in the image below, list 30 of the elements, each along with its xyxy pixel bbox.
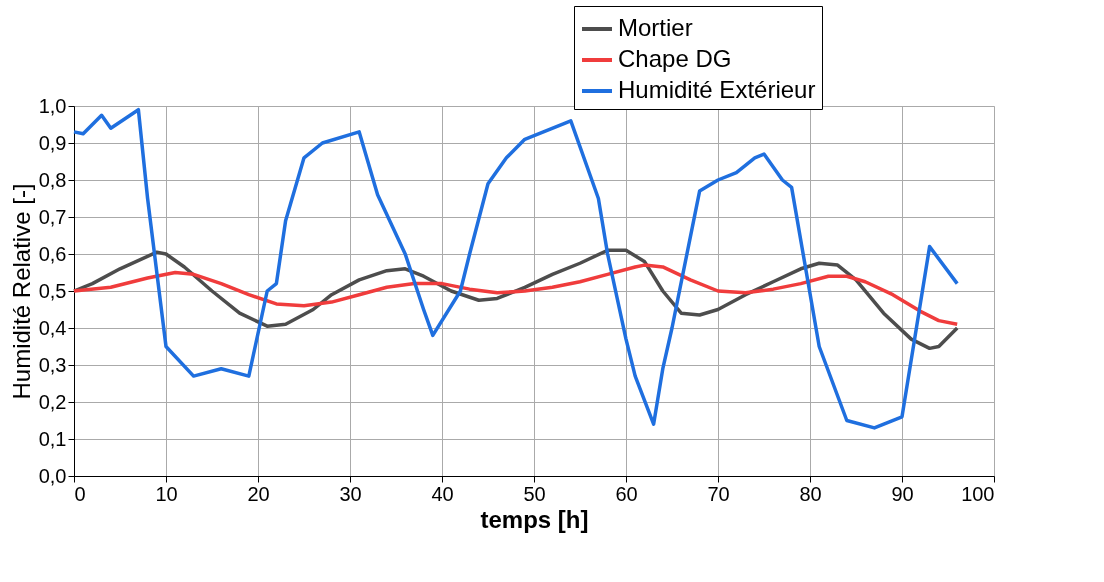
x-tick-label: 30 [339, 482, 362, 505]
line-series [72, 107, 959, 430]
x-tick-label: 40 [431, 482, 454, 505]
line-series [72, 263, 959, 327]
x-axis-title: temps [h] [480, 505, 589, 533]
y-tick-label: 0,3 [38, 353, 67, 376]
line-series [72, 248, 959, 351]
x-tick-label: 70 [707, 482, 730, 505]
x-tick-label: 60 [615, 482, 638, 505]
x-tick-label: 100 [961, 482, 995, 505]
x-tick-label: 20 [247, 482, 270, 505]
y-tick-label: 0,9 [38, 131, 67, 154]
legend-label: Humidité Extérieur [618, 76, 816, 103]
x-tick-label: 80 [799, 482, 822, 505]
y-tick-label: 0,8 [38, 168, 67, 191]
y-tick-label: 0,4 [38, 316, 67, 339]
y-tick-label: 0,5 [38, 279, 67, 302]
y-tick-label: 0,7 [38, 205, 67, 228]
x-tick-label: 50 [523, 482, 546, 505]
x-tick-label: 0 [74, 482, 86, 505]
y-tick-label: 1,0 [38, 94, 67, 117]
x-tick-label: 90 [891, 482, 914, 505]
y-tick-label: 0,0 [38, 464, 67, 487]
y-tick-label: 0,2 [38, 390, 67, 413]
y-tick-label: 0,6 [38, 242, 67, 265]
x-tick-label: 10 [155, 482, 178, 505]
legend-label: Chape DG [618, 45, 732, 72]
legend-label: Mortier [618, 14, 693, 41]
y-tick-label: 0,1 [38, 427, 67, 450]
y-axis-title: Humidité Relative [-] [7, 183, 35, 400]
